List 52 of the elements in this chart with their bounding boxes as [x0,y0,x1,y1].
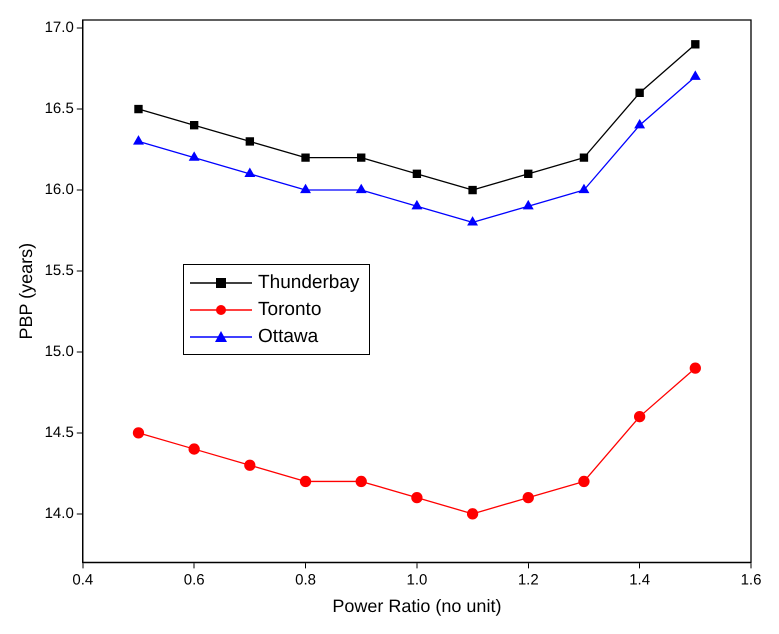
point [244,168,255,177]
point [578,184,589,194]
y-tick-label: 14.0 [44,504,74,522]
point [412,170,422,178]
point [523,200,534,210]
x-tick-label: 1.6 [740,572,762,589]
point [132,427,144,439]
x-tick-label: 1.4 [629,572,650,589]
x-tick-label: 0.6 [184,572,205,589]
point [635,88,644,98]
point [134,104,143,114]
point [522,492,534,504]
x-axis-title: Power Ratio (no unit) [332,596,502,616]
y-tick-label: 15.0 [44,343,74,360]
y-tick-label: 17.0 [44,19,74,36]
point [244,460,256,471]
legend-label: Toronto [258,298,322,321]
x-tick-label: 1.2 [518,572,539,589]
x-tick-label: 1.0 [406,572,428,589]
point [690,71,700,80]
point [190,121,198,130]
y-axis-title: PBP (years) [16,242,36,340]
point [300,476,312,488]
point [466,508,478,520]
point [301,153,310,162]
x-tick-label: 0.8 [295,572,316,589]
y-tick-label: 16.5 [44,100,74,118]
x-tick-label: 0.4 [72,572,94,589]
y-tick-label: 15.5 [44,262,74,280]
legend-label: Thunderbay [258,272,360,294]
point [468,186,477,194]
y-tick-label: 16.0 [44,181,74,198]
point [468,216,478,226]
point [578,476,590,488]
point [411,492,423,504]
point [246,137,254,146]
legend-label: Ottawa [258,326,318,348]
point [357,153,366,162]
point [580,153,588,162]
point [300,184,311,194]
y-tick-label: 14.5 [44,424,74,442]
point [356,476,367,488]
point [634,411,646,422]
point [690,362,701,374]
point [691,40,700,48]
point [524,170,532,178]
point [188,443,200,455]
point [189,152,200,161]
point [134,136,144,145]
point [634,120,645,128]
point [412,200,422,210]
point [356,184,366,194]
